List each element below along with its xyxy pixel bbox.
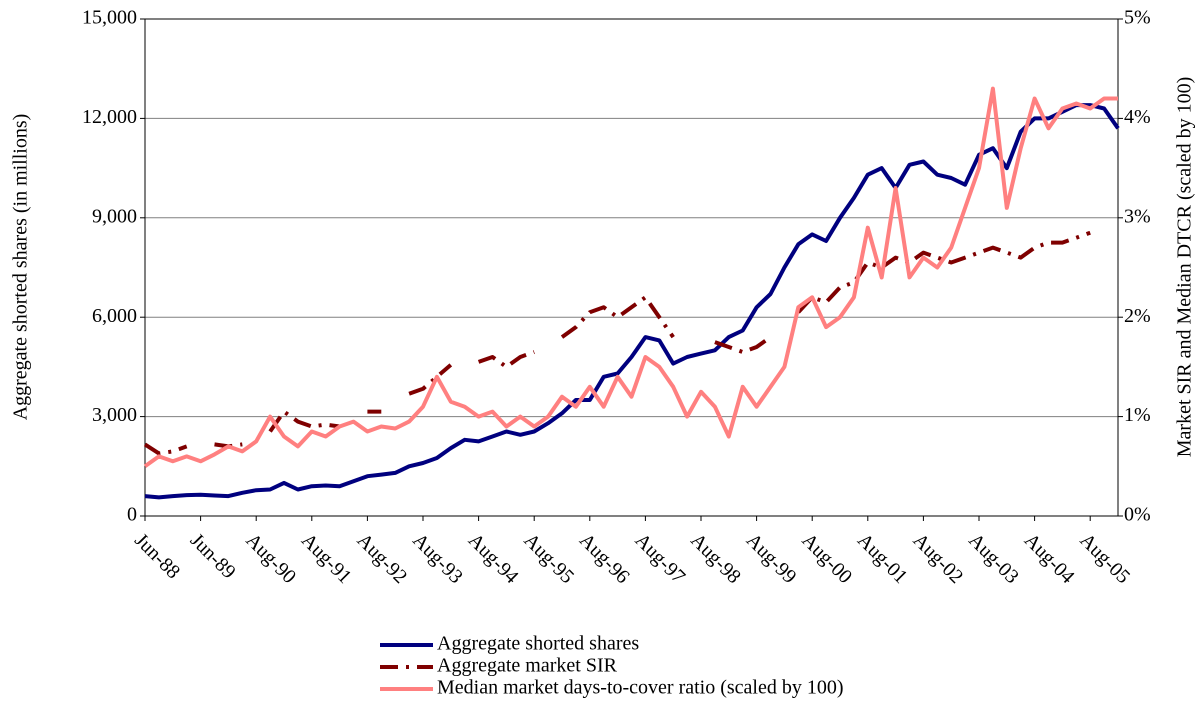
x-tick-label: Aug-03 xyxy=(964,529,1023,588)
y2-tick-label: 2% xyxy=(1124,305,1151,327)
plot-frame xyxy=(144,18,1119,517)
x-tick-label: Jun-89 xyxy=(186,529,240,583)
x-tick-label: Aug-96 xyxy=(575,529,634,588)
series-line xyxy=(143,230,1091,456)
y-tick-label: 9,000 xyxy=(92,205,137,227)
x-tick-label: Aug-95 xyxy=(519,529,578,588)
y-tick-label: 6,000 xyxy=(92,305,137,327)
y-tick-label: 0 xyxy=(127,504,137,526)
x-tick-label: Aug-97 xyxy=(631,529,690,588)
legend-label: Median market days-to-cover ratio (scale… xyxy=(437,677,844,699)
y2-tick-label: 4% xyxy=(1124,106,1151,128)
x-tick-label: Aug-05 xyxy=(1075,529,1134,588)
y2-axis-title: Market SIR and Median DTCR (scaled by 10… xyxy=(1174,77,1196,457)
x-tick-label: Aug-90 xyxy=(241,529,300,588)
y2-tick-label: 5% xyxy=(1124,7,1151,29)
y-axis-title: Aggregate shorted shares (in millions) xyxy=(10,114,32,421)
x-tick-label: Aug-01 xyxy=(853,529,912,588)
legend-label: Aggregate market SIR xyxy=(437,655,618,677)
series-line xyxy=(143,86,1118,468)
x-tick-label: Aug-91 xyxy=(297,529,356,588)
x-tick-label: Aug-94 xyxy=(464,529,523,588)
x-tick-label: Aug-02 xyxy=(909,529,968,588)
legend-label: Aggregate shorted shares xyxy=(437,633,639,655)
x-tick-label: Aug-04 xyxy=(1020,529,1079,588)
x-tick-label: Jun-88 xyxy=(130,529,184,583)
series-line xyxy=(144,103,1120,500)
x-tick-label: Aug-99 xyxy=(742,529,801,588)
x-tick-label: Aug-93 xyxy=(408,529,467,588)
y2-tick-label: 1% xyxy=(1124,404,1151,426)
y2-tick-label: 3% xyxy=(1124,205,1151,227)
y2-tick-label: 0% xyxy=(1124,504,1151,526)
x-tick-label: Aug-98 xyxy=(686,529,745,588)
y-tick-label: 15,000 xyxy=(82,7,137,29)
x-tick-label: Aug-92 xyxy=(353,529,412,588)
x-tick-label: Aug-00 xyxy=(797,529,856,588)
y-tick-label: 3,000 xyxy=(92,404,137,426)
y-tick-label: 12,000 xyxy=(82,106,137,128)
